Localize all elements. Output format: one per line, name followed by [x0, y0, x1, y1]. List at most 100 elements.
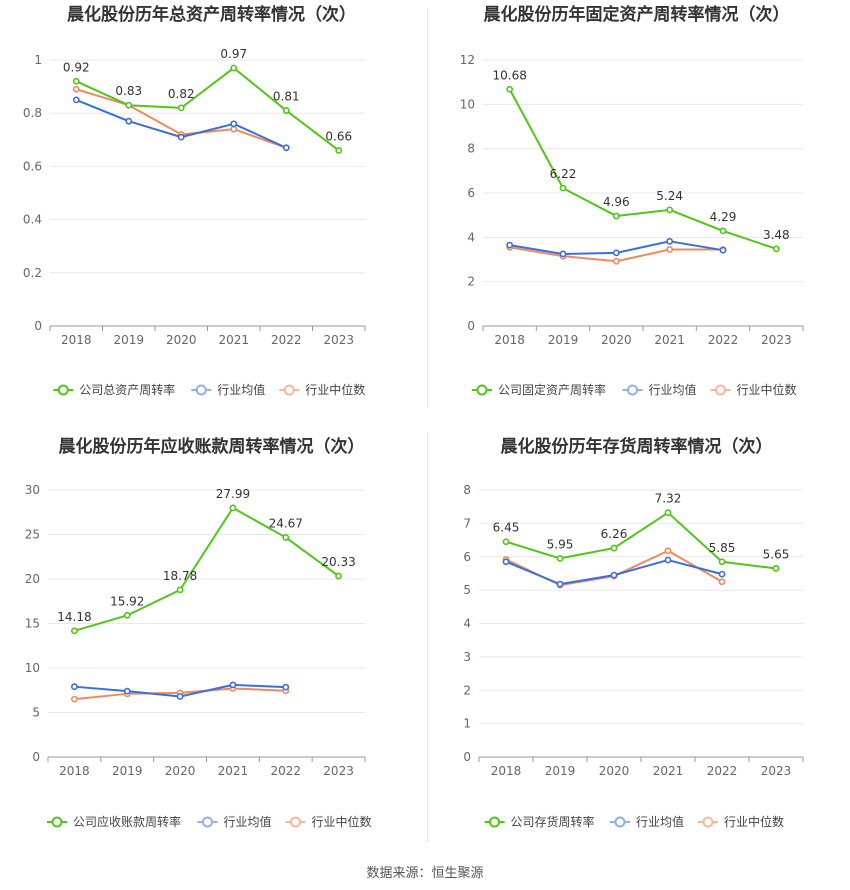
data-point — [772, 245, 780, 253]
source-note: 数据来源：恒生聚源 — [366, 866, 484, 881]
x-tick-label: 2022 — [271, 333, 302, 347]
data-point — [666, 237, 674, 245]
y-tick-label: 5 — [32, 706, 40, 720]
y-tick-label: 0.2 — [23, 266, 42, 280]
data-label: 24.67 — [269, 516, 303, 530]
data-point — [556, 580, 564, 588]
y-tick-label: 15 — [25, 617, 40, 631]
data-point — [177, 104, 185, 112]
data-label: 15.92 — [110, 594, 144, 608]
panel-divider — [427, 8, 428, 408]
data-label: 0.66 — [325, 129, 352, 143]
data-label: 5.95 — [547, 537, 574, 551]
legend-marker — [627, 384, 638, 396]
data-point — [719, 227, 727, 235]
x-tick-label: 2022 — [270, 764, 301, 778]
data-label: 4.96 — [603, 195, 630, 209]
data-point — [71, 627, 78, 635]
data-point — [230, 120, 238, 128]
data-point — [177, 133, 185, 141]
data-label: 27.99 — [216, 487, 250, 501]
panel-divider — [427, 432, 428, 842]
data-point — [123, 611, 131, 619]
x-tick-label: 2023 — [761, 764, 792, 778]
y-tick-label: 1 — [463, 717, 471, 731]
data-label: 10.68 — [492, 68, 526, 82]
data-point — [718, 570, 726, 578]
data-point — [72, 85, 80, 93]
data-point — [229, 504, 237, 512]
x-tick-label: 2023 — [323, 333, 354, 347]
y-tick-label: 0 — [463, 750, 471, 764]
y-tick-label: 4 — [467, 230, 475, 244]
data-point — [612, 212, 620, 220]
data-point — [612, 249, 620, 257]
y-tick-label: 5 — [463, 583, 471, 597]
data-point — [559, 184, 567, 192]
data-label: 0.82 — [168, 87, 195, 101]
y-tick-label: 0.8 — [23, 106, 42, 120]
data-point — [502, 538, 510, 546]
legend-label: 公司总资产周转率 — [79, 382, 175, 397]
legend-label: 行业中位数 — [312, 814, 372, 829]
data-point — [282, 144, 290, 152]
legend-label: 行业中位数 — [737, 382, 797, 397]
data-label: 5.65 — [763, 547, 790, 561]
legend-marker — [57, 384, 69, 396]
data-label: 7.32 — [655, 492, 682, 506]
series-line — [74, 506, 340, 632]
legend-label: 行业均值 — [224, 814, 272, 829]
y-tick-label: 10 — [25, 661, 40, 675]
data-label: 14.18 — [57, 610, 91, 624]
x-tick-label: 2020 — [601, 333, 632, 347]
x-tick-label: 2022 — [708, 333, 739, 347]
x-tick-label: 2019 — [112, 764, 143, 778]
legend-item: 行业中位数 — [698, 814, 784, 829]
data-point — [230, 64, 238, 72]
legend-item: 行业均值 — [622, 382, 697, 397]
x-tick-label: 2020 — [165, 764, 196, 778]
data-point — [230, 125, 238, 133]
x-tick-label: 2018 — [61, 333, 92, 347]
series-line — [505, 511, 777, 570]
y-tick-label: 0.6 — [23, 159, 42, 173]
data-point — [71, 683, 78, 691]
series-line — [508, 88, 777, 250]
y-tick-label: 25 — [25, 528, 40, 542]
y-tick-label: 12 — [460, 53, 475, 67]
legend-label: 公司应收账款周转率 — [73, 814, 181, 829]
data-label: 6.26 — [601, 527, 628, 541]
x-tick-label: 2021 — [218, 764, 249, 778]
x-tick-label: 2021 — [218, 333, 249, 347]
data-point — [282, 683, 290, 691]
y-tick-label: 8 — [463, 483, 471, 497]
data-point — [718, 578, 726, 586]
legend-label: 行业中位数 — [305, 382, 365, 397]
x-tick-label: 2021 — [653, 764, 684, 778]
legend-marker — [283, 384, 295, 396]
data-point — [282, 107, 290, 114]
data-point — [71, 695, 78, 703]
legend-marker — [715, 384, 726, 396]
data-point — [666, 206, 674, 214]
y-tick-label: 8 — [467, 142, 475, 156]
y-tick-label: 6 — [467, 186, 475, 200]
x-tick-label: 2020 — [166, 333, 197, 347]
x-tick-label: 2019 — [545, 764, 576, 778]
legend-marker — [702, 816, 714, 828]
data-point — [664, 509, 672, 517]
data-label: 0.83 — [115, 84, 142, 98]
legend-label: 行业均值 — [217, 382, 265, 397]
data-point — [719, 246, 727, 254]
data-label: 5.85 — [709, 541, 736, 555]
chart-title: 晨化股份历年固定资产周转率情况（次） — [484, 4, 790, 25]
legend-item: 公司应收账款周转率 — [47, 814, 181, 829]
chart-fixed-asset-turnover: 晨化股份历年固定资产周转率情况（次） 0 2 4 6 8 10 12 2018 2019 2020 2… — [425, 0, 850, 420]
legend-item: 行业中位数 — [279, 382, 365, 397]
x-tick-label: 2022 — [707, 764, 738, 778]
data-label: 3.48 — [763, 228, 790, 242]
y-tick-label: 6 — [463, 550, 471, 564]
chart-inventory-turnover: 晨化股份历年存货周转率情况（次） 0 1 2 3 4 5 6 7 8 2018 2019 2020 202… — [425, 432, 850, 857]
legend-label: 公司存货周转率 — [511, 814, 595, 829]
